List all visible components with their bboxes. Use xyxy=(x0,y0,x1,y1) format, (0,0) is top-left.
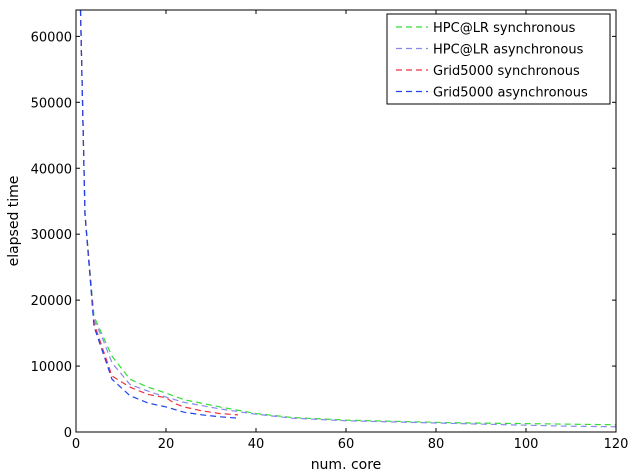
legend-label-3: Grid5000 asynchronous xyxy=(433,86,588,101)
legend-label-2: Grid5000 synchronous xyxy=(433,64,580,79)
series-line-3 xyxy=(81,10,239,418)
y-tick-label: 50000 xyxy=(31,96,72,111)
x-tick-label: 100 xyxy=(514,437,539,452)
legend-label-0: HPC@LR synchronous xyxy=(433,21,576,36)
y-tick-label: 60000 xyxy=(31,30,72,45)
y-axis-label: elapsed time xyxy=(6,176,22,267)
y-tick-label: 10000 xyxy=(31,360,72,375)
x-tick-label: 80 xyxy=(428,437,445,452)
x-tick-label: 40 xyxy=(248,437,265,452)
x-tick-label: 120 xyxy=(604,437,629,452)
legend-label-1: HPC@LR asynchronous xyxy=(433,43,584,58)
y-tick-label: 40000 xyxy=(31,162,72,177)
series-line-2 xyxy=(81,10,239,415)
x-tick-label: 20 xyxy=(158,437,175,452)
y-tick-label: 20000 xyxy=(31,294,72,309)
legend: HPC@LR synchronous HPC@LR asynchronous Gri… xyxy=(387,14,610,104)
y-tick-label: 30000 xyxy=(31,228,72,243)
y-tick-label: 0 xyxy=(64,426,72,441)
x-axis-label: num. core xyxy=(311,457,382,473)
x-tick-label: 60 xyxy=(338,437,355,452)
x-tick-label: 0 xyxy=(72,437,80,452)
